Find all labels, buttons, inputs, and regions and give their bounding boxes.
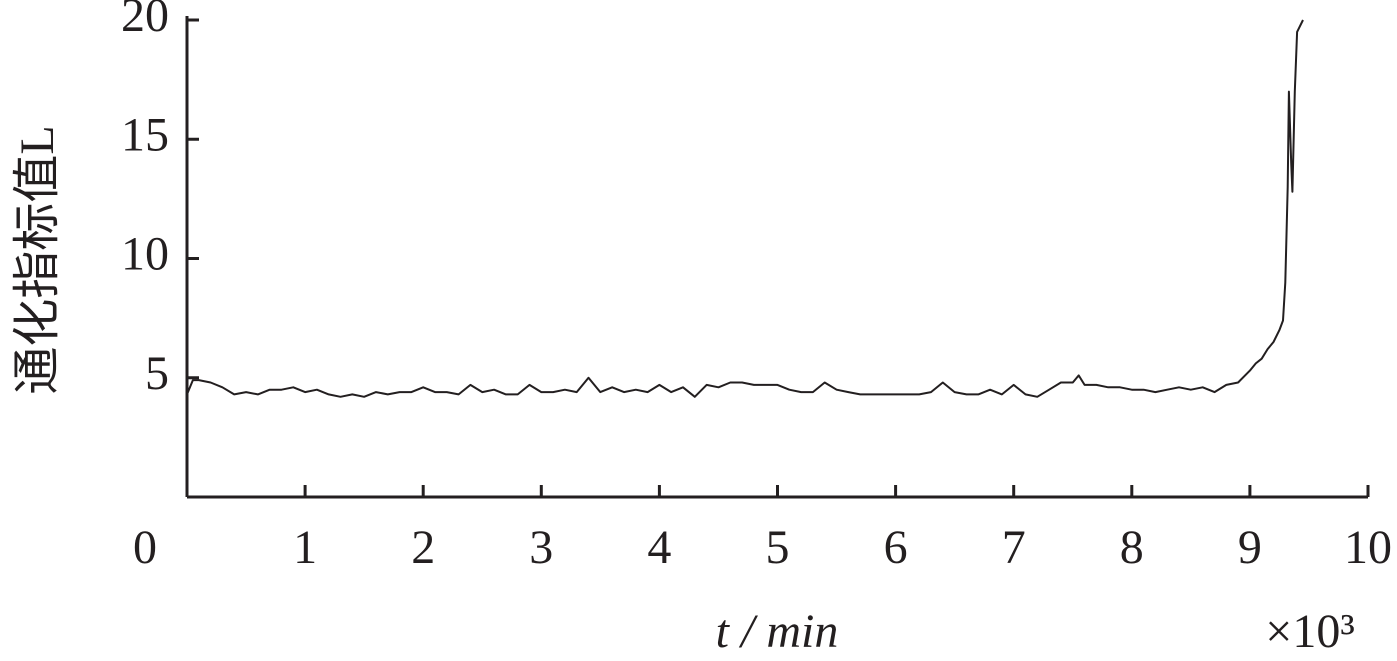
- y-tick-label: 20: [121, 0, 169, 42]
- x-tick-label: 7: [1002, 521, 1026, 574]
- y-tick-label: 10: [121, 228, 169, 281]
- x-tick-label: 0: [133, 521, 157, 574]
- x-tick-label: 10: [1344, 521, 1392, 574]
- x-tick-label: 3: [529, 521, 553, 574]
- x-tick-label: 5: [766, 521, 790, 574]
- x-tick-label: 4: [647, 521, 671, 574]
- x-tick-label: 9: [1238, 521, 1262, 574]
- data-line: [186, 19, 1304, 398]
- x-tick-label: 6: [884, 521, 908, 574]
- y-tick-label: 15: [121, 108, 169, 161]
- x-tick-label: 1: [293, 521, 317, 574]
- x-tick-label: 8: [1120, 521, 1144, 574]
- x-tick-label: 2: [411, 521, 435, 574]
- x-axis-label: t / min: [716, 605, 839, 658]
- x-multiplier: ×10³: [1265, 605, 1354, 658]
- y-axis-label: 通化指标值L: [11, 125, 64, 394]
- y-tick-label: 5: [145, 347, 169, 400]
